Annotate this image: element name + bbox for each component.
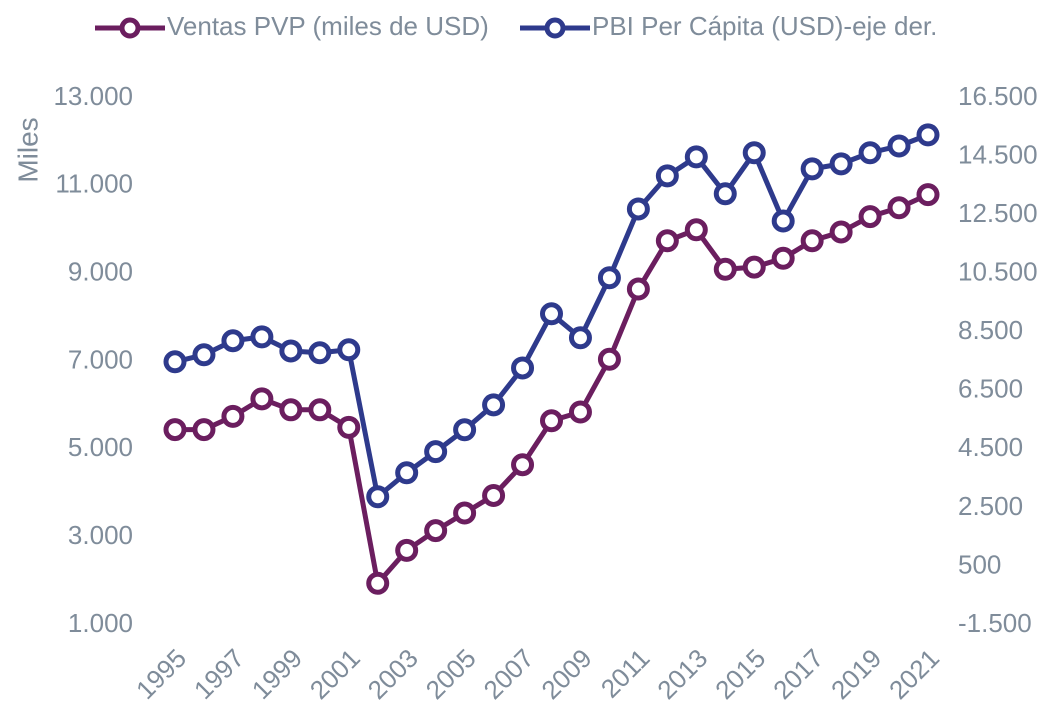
- x-tick-label: 2011: [595, 643, 656, 704]
- point-marker: [771, 209, 795, 233]
- legend-label: Ventas PVP (miles de USD): [167, 11, 489, 41]
- point-marker: [742, 141, 766, 165]
- x-tick-label: 2013: [651, 643, 713, 705]
- point-marker: [279, 398, 303, 422]
- x-tick-label: 1999: [246, 643, 308, 705]
- point-marker: [858, 205, 882, 229]
- y-tick-label: 5.000: [68, 432, 133, 462]
- y2-tick-label: -1.500: [958, 608, 1032, 638]
- y2-tick-label: 6.500: [958, 374, 1023, 404]
- point-marker: [366, 571, 390, 595]
- point-marker: [916, 183, 940, 207]
- x-tick-label: 2007: [478, 643, 540, 705]
- x-tick-label: 1997: [188, 643, 250, 705]
- point-marker: [511, 453, 535, 477]
- point-marker: [655, 229, 679, 253]
- legend-marker: [544, 17, 566, 39]
- point-marker: [540, 409, 563, 433]
- point-marker: [684, 218, 708, 242]
- point-marker: [742, 255, 766, 279]
- y-axis-label: Miles: [12, 117, 43, 182]
- point-marker: [395, 538, 419, 562]
- y-tick-label: 7.000: [68, 344, 133, 374]
- point-marker: [308, 398, 332, 422]
- point-marker: [829, 152, 853, 176]
- point-marker: [800, 229, 824, 253]
- point-marker: [453, 501, 477, 525]
- point-marker: [858, 141, 882, 165]
- series-line: [175, 192, 930, 586]
- point-marker: [713, 182, 737, 206]
- point-marker: [279, 339, 303, 363]
- point-marker: [221, 329, 245, 353]
- legend-marker: [119, 17, 141, 39]
- point-marker: [626, 197, 650, 221]
- y2-tick-label: 10.500: [958, 257, 1038, 287]
- point-marker: [597, 347, 621, 371]
- point-marker: [163, 350, 187, 374]
- x-tick-label: 2017: [767, 643, 829, 705]
- point-marker: [887, 196, 911, 220]
- x-tick-label: 1995: [130, 643, 192, 705]
- point-marker: [366, 485, 390, 509]
- x-tick-label: 2003: [362, 643, 424, 705]
- legend-label: PBI Per Cápita (USD)-eje der.: [592, 11, 937, 41]
- point-marker: [395, 461, 419, 485]
- point-marker: [597, 266, 621, 290]
- point-marker: [192, 343, 216, 367]
- y-tick-label: 13.000: [53, 81, 133, 111]
- point-marker: [771, 246, 795, 270]
- point-marker: [250, 387, 274, 411]
- x-tick-label: 2019: [825, 643, 887, 705]
- point-marker: [713, 257, 737, 281]
- point-marker: [453, 418, 477, 442]
- y-tick-label: 9.000: [68, 257, 133, 287]
- point-marker: [192, 418, 216, 442]
- y2-tick-label: 500: [958, 549, 1001, 579]
- point-marker: [482, 483, 506, 507]
- point-marker: [511, 356, 535, 380]
- point-marker: [800, 157, 824, 181]
- y-tick-label: 3.000: [68, 520, 133, 550]
- point-marker: [829, 220, 853, 244]
- x-tick-label: 2015: [709, 643, 771, 705]
- y2-tick-label: 12.500: [958, 198, 1038, 228]
- point-marker: [887, 134, 911, 158]
- point-marker: [568, 400, 592, 424]
- y2-tick-label: 16.500: [958, 81, 1038, 111]
- point-marker: [626, 277, 650, 301]
- y2-tick-label: 4.500: [958, 432, 1023, 462]
- point-marker: [221, 404, 245, 428]
- x-tick-label: 2021: [883, 643, 945, 705]
- point-marker: [424, 519, 448, 543]
- point-marker: [916, 123, 940, 147]
- point-marker: [482, 393, 506, 417]
- y-tick-label: 11.000: [55, 169, 133, 199]
- point-marker: [568, 326, 592, 350]
- point-marker: [684, 145, 708, 169]
- y2-tick-label: 14.500: [958, 139, 1038, 169]
- point-marker: [308, 341, 332, 365]
- point-marker: [540, 302, 563, 326]
- y2-tick-label: 8.500: [958, 315, 1023, 345]
- x-tick-label: 2005: [420, 643, 482, 705]
- point-marker: [337, 415, 361, 439]
- point-marker: [424, 440, 448, 464]
- y-tick-label: 1.000: [68, 608, 133, 638]
- point-marker: [655, 164, 679, 188]
- y2-tick-label: 2.500: [958, 491, 1023, 521]
- point-marker: [163, 418, 187, 442]
- point-marker: [250, 325, 274, 349]
- point-marker: [337, 338, 361, 362]
- x-tick-label: 2001: [304, 643, 366, 705]
- x-tick-label: 2009: [535, 643, 597, 705]
